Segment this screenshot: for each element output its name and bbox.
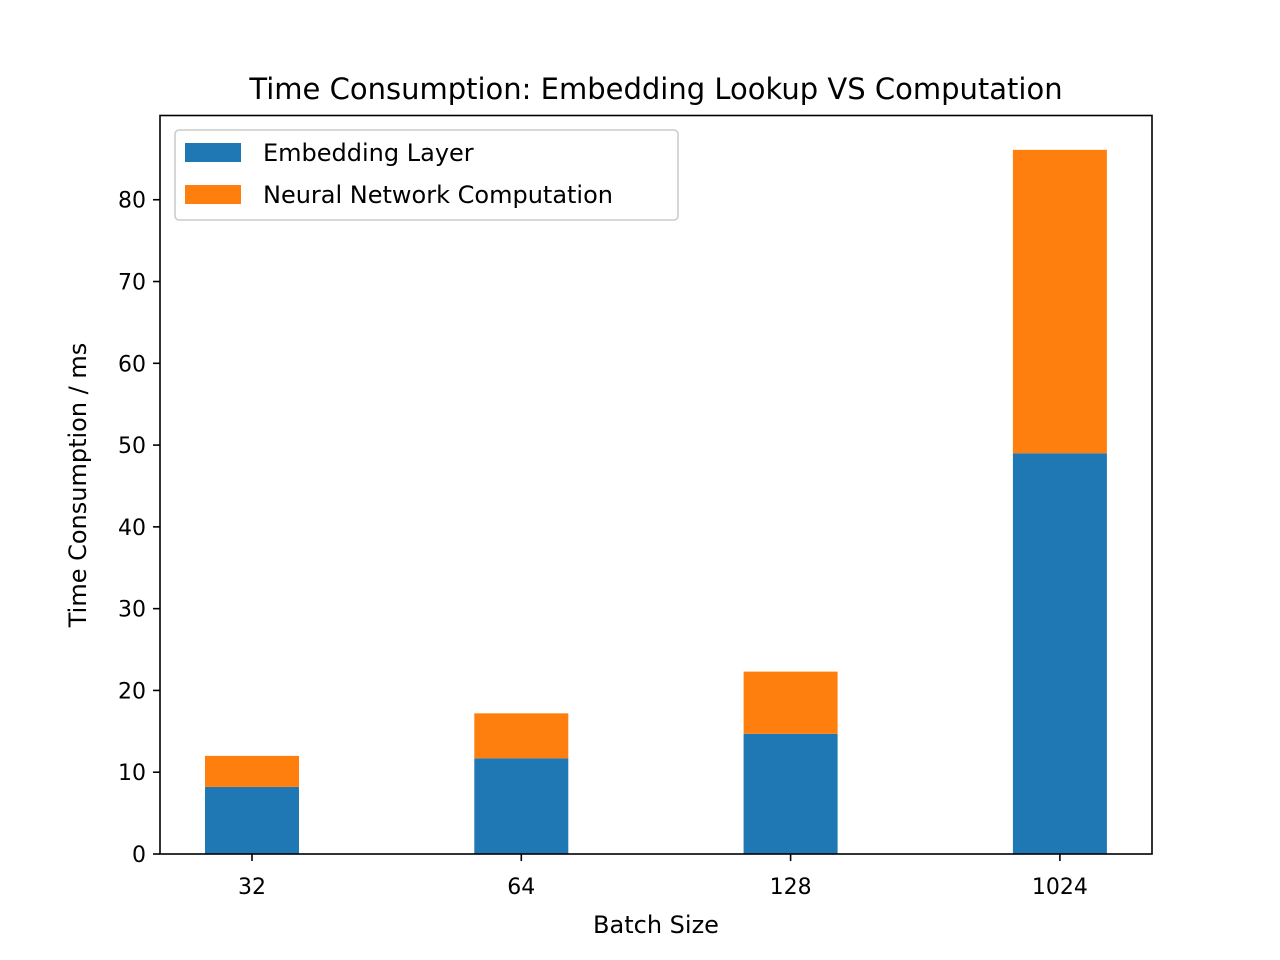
- y-axis-ticks: 0 10 20 30 40 50 60 70 80: [118, 189, 160, 868]
- y-tick-label: 20: [118, 679, 146, 704]
- bar-embedding-layer-32: [205, 786, 299, 854]
- y-tick-label: 30: [118, 598, 146, 623]
- y-tick-label: 40: [118, 516, 146, 541]
- legend: Embedding Layer Neural Network Computati…: [174, 129, 679, 221]
- bar-neural-network-computation-128: [743, 671, 838, 734]
- legend-frame: [174, 129, 679, 221]
- y-axis-label: Time Consumption / ms: [64, 343, 92, 629]
- bar-embedding-layer-64: [474, 758, 569, 854]
- x-axis-label: Batch Size: [593, 911, 719, 939]
- bar-neural-network-computation-64: [474, 713, 569, 759]
- x-tick-label: 64: [507, 875, 535, 900]
- chart-title: Time Consumption: Embedding Lookup VS Co…: [248, 72, 1062, 106]
- legend-swatch-embedding-layer: [185, 143, 241, 162]
- bar-neural-network-computation-1024: [1012, 149, 1107, 454]
- x-tick-label: 32: [238, 875, 266, 900]
- bar-embedding-layer-1024: [1012, 453, 1107, 854]
- y-tick-label: 0: [132, 843, 146, 868]
- x-tick-label: 128: [770, 875, 812, 900]
- x-tick-label: 1024: [1032, 875, 1088, 900]
- legend-swatch-neural-network-computation: [185, 185, 241, 204]
- bar-neural-network-computation-32: [205, 755, 299, 787]
- bar-embedding-layer-128: [743, 733, 838, 854]
- bars-layer: [205, 149, 1107, 854]
- y-tick-label: 70: [118, 271, 146, 296]
- x-axis-ticks: 32 64 128 1024: [238, 854, 1088, 900]
- y-tick-label: 60: [118, 352, 146, 377]
- legend-label-embedding-layer: Embedding Layer: [263, 139, 474, 167]
- y-tick-label: 10: [118, 761, 146, 786]
- legend-label-neural-network-computation: Neural Network Computation: [263, 181, 613, 209]
- y-tick-label: 50: [118, 434, 146, 459]
- y-tick-label: 80: [118, 189, 146, 214]
- plot-frame: [159, 114, 1153, 855]
